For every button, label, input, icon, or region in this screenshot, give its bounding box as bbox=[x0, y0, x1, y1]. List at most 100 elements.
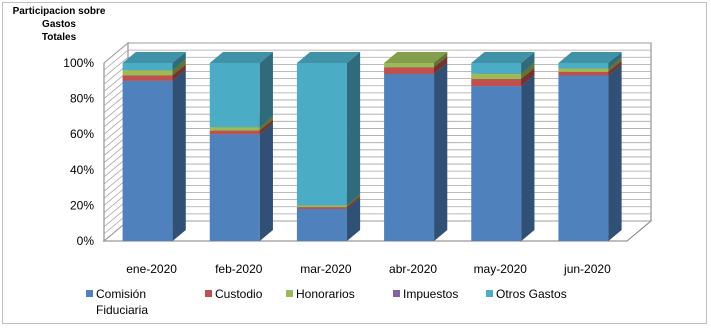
bar-side bbox=[346, 197, 361, 241]
legend-entry: Honorarios bbox=[286, 287, 355, 301]
y-tick-label: 40% bbox=[70, 163, 94, 177]
bar-front bbox=[209, 127, 260, 131]
y-tick-label: 0% bbox=[77, 234, 95, 248]
bar-segment bbox=[122, 52, 186, 71]
legend-entry: Impuestos bbox=[393, 287, 458, 301]
bar-front bbox=[122, 75, 173, 81]
bar-segment bbox=[558, 52, 622, 69]
bar-segment bbox=[209, 52, 273, 128]
bar-front bbox=[471, 79, 522, 87]
bar-front bbox=[384, 63, 435, 68]
legend-label: Honorarios bbox=[296, 287, 355, 301]
bar-top bbox=[471, 52, 535, 63]
bar-side bbox=[608, 52, 622, 69]
bar-front bbox=[384, 73, 435, 241]
bar-front bbox=[209, 134, 260, 241]
bar-front bbox=[471, 73, 522, 80]
x-tick-label: ene-2020 bbox=[126, 262, 177, 276]
bar-side bbox=[434, 52, 448, 68]
bar-segment bbox=[471, 75, 535, 241]
bar-top bbox=[209, 52, 273, 63]
legend-swatch bbox=[486, 290, 493, 297]
x-tick-label: jun-2020 bbox=[563, 262, 611, 276]
y-tick-label: 80% bbox=[70, 92, 94, 106]
bar-side bbox=[259, 119, 273, 135]
bar-side bbox=[608, 57, 622, 72]
bar-side bbox=[521, 62, 535, 80]
bar-segment bbox=[471, 52, 535, 74]
bar-segment bbox=[296, 52, 361, 206]
chart-frame bbox=[2, 2, 707, 324]
bar-side bbox=[434, 56, 448, 74]
legend-entry: Otros Gastos bbox=[486, 287, 567, 301]
bars bbox=[122, 52, 622, 242]
y-tick-label: 20% bbox=[70, 198, 94, 212]
bar-side bbox=[172, 52, 186, 71]
bar-side bbox=[259, 123, 273, 241]
legend-swatch bbox=[286, 290, 293, 297]
bar-top bbox=[384, 52, 448, 63]
bar-segment bbox=[384, 62, 448, 241]
legend-swatch bbox=[86, 290, 93, 297]
y-tick-label: 100% bbox=[63, 56, 94, 70]
bar-front bbox=[384, 67, 435, 74]
bar-side bbox=[259, 116, 273, 131]
bar-front bbox=[209, 130, 260, 135]
legend-swatch bbox=[205, 290, 212, 297]
bar-front bbox=[296, 205, 347, 208]
bar-segment bbox=[384, 52, 448, 68]
bar-side bbox=[346, 194, 361, 208]
bar-side bbox=[608, 60, 622, 76]
legend-entry: Custodio bbox=[205, 287, 263, 301]
gridline-side bbox=[103, 49, 129, 71]
legend-label: Fiduciaria bbox=[96, 303, 148, 317]
bar-segment bbox=[558, 64, 622, 242]
bar-front bbox=[558, 63, 609, 69]
chart-title: Participacion sobre Gastos Totales bbox=[4, 5, 114, 44]
legend-entry: Comisión Fiduciaria bbox=[86, 287, 148, 317]
bar-front bbox=[558, 68, 609, 72]
bar-front bbox=[471, 86, 522, 241]
bar-side bbox=[172, 69, 186, 241]
bar-top bbox=[122, 52, 186, 63]
bar-side bbox=[521, 75, 535, 241]
bar-front bbox=[209, 63, 260, 128]
chart-title-line-1: Participacion sobre Gastos bbox=[12, 6, 106, 30]
gridline-side bbox=[103, 56, 129, 78]
bar-front bbox=[122, 80, 173, 241]
bar-side bbox=[608, 64, 622, 242]
x-tick-label: may-2020 bbox=[474, 262, 528, 276]
bar-side bbox=[521, 68, 535, 87]
x-tick-labels: ene-2020 feb-2020 mar-2020 abr-2020 may-2020… bbox=[126, 262, 611, 276]
bar-front bbox=[471, 63, 522, 74]
legend-label: Impuestos bbox=[403, 287, 458, 301]
bar-side bbox=[434, 62, 448, 241]
legend-label: Otros Gastos bbox=[496, 287, 567, 301]
x-tick-label: feb-2020 bbox=[215, 262, 263, 276]
bar-front bbox=[296, 63, 347, 206]
bar-side bbox=[259, 52, 273, 128]
legend-swatch bbox=[393, 290, 400, 297]
bar-front bbox=[558, 75, 609, 242]
bar-side bbox=[521, 52, 535, 74]
bar-top bbox=[558, 52, 622, 63]
bar-front bbox=[558, 71, 609, 76]
gridline-side bbox=[103, 42, 129, 64]
bar-segment bbox=[122, 69, 186, 241]
bar-segment bbox=[209, 123, 273, 241]
x-tick-label: abr-2020 bbox=[389, 262, 437, 276]
bar-top bbox=[296, 52, 361, 63]
bar-front bbox=[122, 63, 173, 71]
legend-label: Comisión bbox=[96, 287, 146, 301]
bar-side bbox=[346, 52, 361, 206]
bar-front bbox=[296, 208, 347, 241]
legend-label: Custodio bbox=[215, 287, 263, 301]
bar-front bbox=[122, 70, 173, 76]
y-tick-labels: 0% 20% 40% 60% 80% 100% bbox=[63, 56, 94, 248]
bar-front bbox=[296, 207, 347, 209]
y-tick-label: 60% bbox=[70, 127, 94, 141]
x-tick-label: mar-2020 bbox=[300, 262, 352, 276]
bar-side bbox=[172, 64, 186, 81]
bar-side bbox=[346, 196, 361, 209]
